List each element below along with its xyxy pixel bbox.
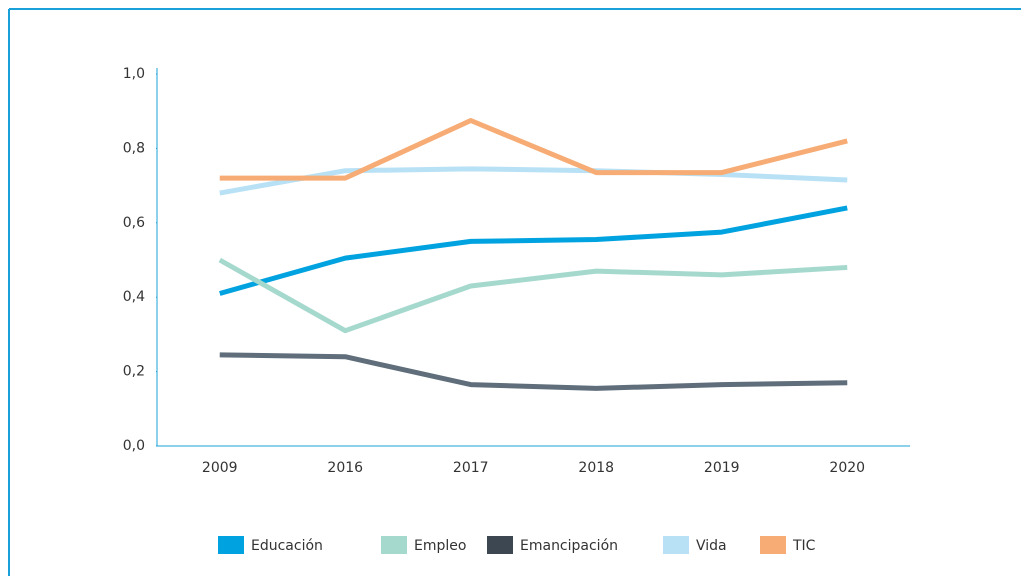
legend-swatch (487, 536, 513, 554)
y-tick-label: 0,2 (123, 364, 145, 380)
y-tick-label: 0,8 (123, 140, 145, 156)
x-tick-label: 2017 (453, 460, 489, 476)
line-series (218, 257, 848, 334)
legend-label: Emancipación (520, 538, 618, 554)
line-series (219, 352, 848, 391)
legend-swatch (218, 536, 244, 554)
line-series (219, 118, 848, 181)
x-tick-label: 2020 (829, 460, 865, 476)
legend-label: TIC (792, 538, 816, 554)
y-tick-label: 0,0 (123, 438, 145, 454)
y-tick-label: 1,0 (123, 66, 145, 82)
x-tick-label: 2018 (578, 460, 614, 476)
legend-swatch (381, 536, 407, 554)
legend-swatch (760, 536, 786, 554)
legend-label: Vida (696, 538, 727, 554)
line-series (219, 205, 848, 296)
legend-label: Educación (251, 538, 323, 554)
line-series (219, 166, 848, 196)
legend-label: Empleo (414, 538, 466, 554)
legend-swatch (663, 536, 689, 554)
y-tick-label: 0,4 (123, 289, 145, 305)
y-tick-label: 0,6 (123, 215, 145, 231)
x-tick-label: 2019 (704, 460, 740, 476)
x-tick-label: 2016 (327, 460, 363, 476)
x-tick-label: 2009 (202, 460, 238, 476)
